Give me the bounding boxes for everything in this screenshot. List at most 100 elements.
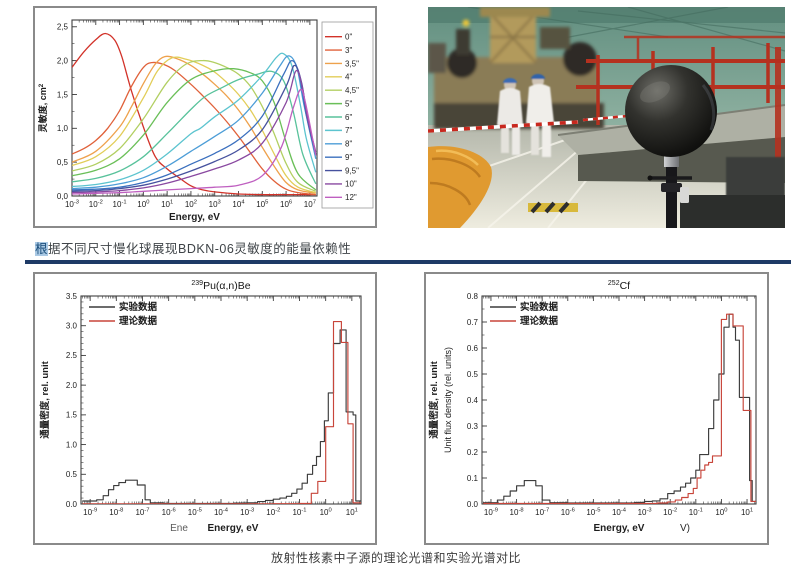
svg-text:1.5: 1.5: [66, 411, 78, 420]
svg-text:通量密度, rel. unit: 通量密度, rel. unit: [428, 360, 440, 438]
figure-sensitivity: 10-3 10-2 10-1 100 101 102 103 104 105 106 107 0,0 0…: [33, 6, 377, 228]
svg-text:0.2: 0.2: [467, 448, 479, 457]
svg-text:10-2: 10-2: [663, 508, 677, 518]
reactor-hall-photo: [428, 7, 785, 228]
svg-text:1.0: 1.0: [66, 440, 78, 449]
svg-text:理论数据: 理论数据: [119, 315, 158, 327]
photo-workers: [497, 74, 554, 157]
svg-text:103: 103: [209, 200, 221, 210]
svg-text:10-1: 10-1: [689, 508, 703, 518]
svg-text:0.0: 0.0: [66, 500, 78, 509]
svg-text:100: 100: [137, 200, 149, 210]
svg-text:10-7: 10-7: [135, 508, 149, 518]
svg-text:1,0: 1,0: [57, 124, 69, 133]
svg-text:10-5: 10-5: [586, 508, 600, 518]
photo-yellow-tarp: [428, 146, 492, 228]
photo-hazard-strip: [528, 201, 578, 214]
cf-svg: 10-9 10-8 10-7 10-6 10-5 10-4 10-3 10-2 10-1 100 1…: [428, 280, 757, 534]
svg-text:10-4: 10-4: [214, 508, 229, 518]
svg-text:理论数据: 理论数据: [520, 315, 559, 327]
svg-text:0": 0": [345, 32, 352, 41]
svg-text:10-1: 10-1: [292, 508, 306, 518]
svg-text:灵敏度, cm2: 灵敏度, cm2: [37, 83, 48, 133]
figure-caption-bottom: 放射性核素中子源的理论光谱和实验光谱对比: [270, 551, 521, 565]
svg-text:0.6: 0.6: [467, 344, 479, 353]
svg-text:10-9: 10-9: [83, 508, 97, 518]
svg-text:2.0: 2.0: [66, 381, 78, 390]
svg-text:10-9: 10-9: [484, 508, 498, 518]
sensitivity-svg: 10-3 10-2 10-1 100 101 102 103 104 105 106 107 0,0 0…: [37, 19, 374, 223]
svg-text:0.1: 0.1: [467, 474, 479, 483]
svg-text:100: 100: [320, 508, 332, 518]
svg-text:239Pu(α,n)Be: 239Pu(α,n)Be: [191, 280, 250, 292]
svg-text:10-8: 10-8: [510, 508, 524, 518]
svg-text:101: 101: [741, 508, 753, 518]
reactor-hall-illustration: [428, 7, 785, 228]
svg-text:252Cf: 252Cf: [608, 280, 630, 292]
svg-text:12": 12": [345, 193, 357, 202]
svg-text:7": 7": [345, 126, 352, 135]
svg-text:104: 104: [232, 200, 245, 210]
svg-text:0,5: 0,5: [57, 158, 69, 167]
svg-text:6": 6": [345, 113, 352, 122]
svg-text:0.4: 0.4: [467, 396, 479, 405]
svg-text:3.5: 3.5: [66, 292, 78, 301]
caption-highlighted-char: 根: [35, 242, 49, 256]
svg-text:Ene: Ene: [170, 523, 188, 534]
svg-text:实验数据: 实验数据: [119, 301, 158, 313]
svg-text:102: 102: [185, 200, 197, 210]
svg-text:101: 101: [346, 508, 358, 518]
svg-text:101: 101: [161, 200, 173, 210]
svg-text:107: 107: [304, 200, 316, 210]
svg-text:10-6: 10-6: [162, 508, 176, 518]
svg-text:10-4: 10-4: [612, 508, 627, 518]
svg-text:0.5: 0.5: [467, 370, 479, 379]
svg-text:10-5: 10-5: [188, 508, 202, 518]
svg-text:0.8: 0.8: [467, 292, 479, 301]
svg-text:9": 9": [345, 153, 352, 162]
svg-text:10-1: 10-1: [113, 200, 127, 210]
svg-text:2,0: 2,0: [57, 56, 69, 65]
photo-crane-cables: [467, 7, 785, 52]
svg-text:3.0: 3.0: [66, 322, 78, 331]
svg-text:10-3: 10-3: [65, 200, 79, 210]
photo-foreground-shadow: [680, 195, 785, 228]
svg-text:V): V): [680, 523, 690, 534]
svg-text:实验数据: 实验数据: [520, 301, 559, 313]
figure-caption-top: 根据不同尺寸慢化球展现BDKN-06灵敏度的能量依赖性: [35, 238, 351, 257]
svg-text:10-2: 10-2: [89, 200, 103, 210]
pube-spectrum-chart: 10-9 10-8 10-7 10-6 10-5 10-4 10-3 10-2 10-1 100 1…: [35, 274, 375, 548]
sensitivity-chart: 10-3 10-2 10-1 100 101 102 103 104 105 106 107 0,0 0…: [35, 8, 375, 231]
svg-text:Unit flux density (rel. units): Unit flux density (rel. units): [443, 347, 453, 453]
svg-text:2.5: 2.5: [66, 351, 78, 360]
svg-text:3": 3": [345, 46, 352, 55]
svg-text:100: 100: [715, 508, 727, 518]
svg-text:0.0: 0.0: [467, 500, 479, 509]
svg-text:通量密度, rel. unit: 通量密度, rel. unit: [39, 360, 51, 438]
svg-text:105: 105: [256, 200, 268, 210]
svg-text:10-6: 10-6: [561, 508, 575, 518]
svg-text:5": 5": [345, 99, 352, 108]
svg-text:10-3: 10-3: [638, 508, 652, 518]
svg-text:0,0: 0,0: [57, 192, 69, 201]
svg-text:Energy, eV: Energy, eV: [594, 523, 645, 534]
svg-text:0.3: 0.3: [467, 422, 479, 431]
section-divider: [25, 260, 791, 264]
figure-cf-spectrum: 10-9 10-8 10-7 10-6 10-5 10-4 10-3 10-2 10-1 100 1…: [424, 272, 769, 545]
photo-sphere-detector: [625, 65, 717, 228]
svg-text:2,5: 2,5: [57, 23, 69, 32]
svg-text:Energy, eV: Energy, eV: [169, 212, 220, 223]
svg-text:4,5": 4,5": [345, 86, 359, 95]
svg-text:Energy, eV: Energy, eV: [208, 523, 259, 534]
svg-text:4": 4": [345, 73, 352, 82]
svg-text:8": 8": [345, 140, 352, 149]
svg-text:0.5: 0.5: [66, 470, 78, 479]
svg-text:10-8: 10-8: [109, 508, 123, 518]
svg-text:10-7: 10-7: [535, 508, 549, 518]
caption-top-text: 据不同尺寸慢化球展现BDKN-06灵敏度的能量依赖性: [48, 242, 352, 256]
svg-text:106: 106: [280, 200, 292, 210]
svg-text:1,5: 1,5: [57, 90, 69, 99]
svg-text:10-2: 10-2: [266, 508, 280, 518]
svg-text:0.7: 0.7: [467, 318, 479, 327]
